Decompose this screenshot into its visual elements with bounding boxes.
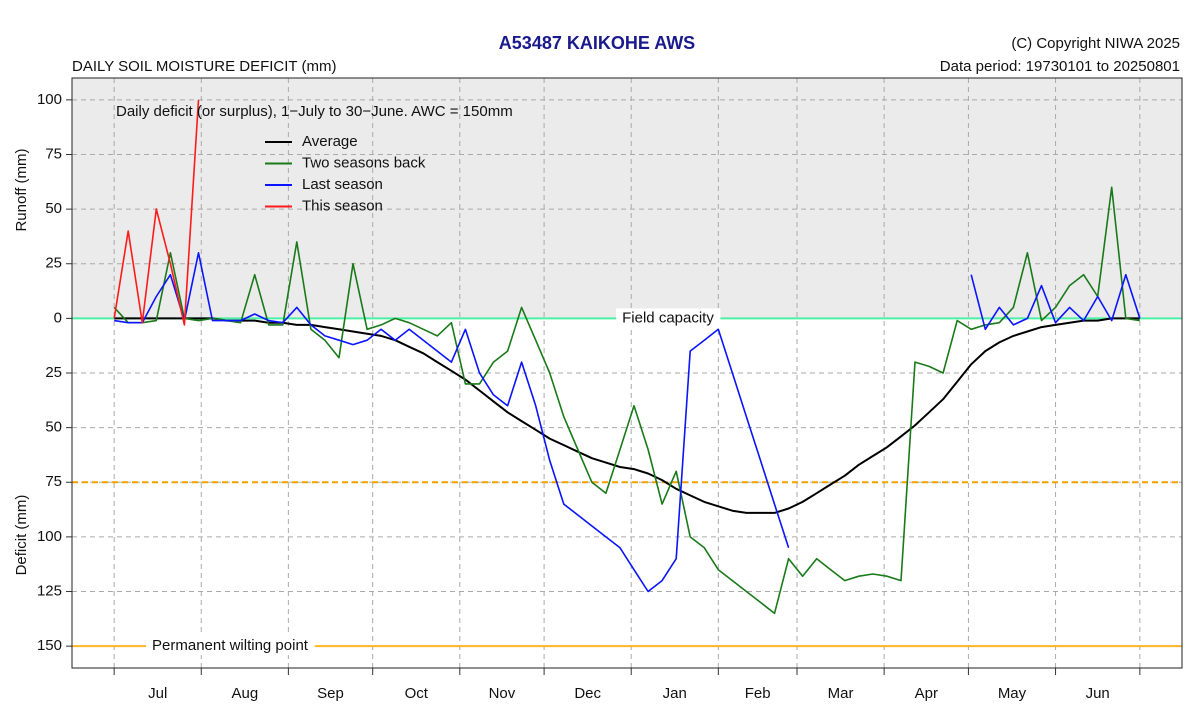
x-tick-label: May [998, 685, 1027, 702]
legend-label: Two seasons back [302, 154, 426, 171]
y-tick-label: 150 [37, 637, 62, 654]
plot-frame [71, 77, 1183, 669]
y-axis-label: Deficit (mm) [13, 495, 30, 576]
label-background [616, 308, 721, 328]
x-tick-label: Jan [663, 685, 687, 702]
x-tick-label: Sep [317, 685, 344, 702]
y-tick-label: 50 [45, 200, 62, 217]
y-tick-label: 100 [37, 528, 62, 545]
x-tick-label: Jun [1086, 685, 1110, 702]
chart-title: A53487 KAIKOHE AWS [499, 33, 695, 53]
y-tick-label: 25 [45, 255, 62, 272]
series-line [113, 99, 200, 326]
x-tick-label: Apr [915, 685, 938, 702]
legend-title: Daily deficit (or surplus), 1−July to 30… [116, 103, 513, 120]
y-tick-label: 0 [54, 309, 62, 326]
y-tick-label: 125 [37, 582, 62, 599]
y-tick-label: 25 [45, 364, 62, 381]
surplus-area [72, 78, 1182, 319]
chart-subtitle: DAILY SOIL MOISTURE DEFICIT (mm) [72, 58, 336, 75]
x-tick-label: Feb [745, 685, 771, 702]
y-tick-label: 75 [45, 473, 62, 490]
legend-label: Last season [302, 176, 383, 193]
legend-label: Average [302, 133, 358, 150]
reference-label: Permanent wilting point [152, 637, 309, 654]
x-tick-label: Dec [574, 685, 601, 702]
reference-label: Field capacity [622, 309, 714, 326]
x-tick-label: Jul [148, 685, 167, 702]
series-line [114, 317, 1140, 514]
y-tick-label: 75 [45, 145, 62, 162]
series-line [114, 252, 1141, 593]
y-axis-label: Runoff (mm) [13, 148, 30, 231]
y-tick-label: 50 [45, 419, 62, 436]
x-tick-label: Mar [828, 685, 854, 702]
copyright: (C) Copyright NIWA 2025 [1011, 35, 1180, 52]
x-tick-label: Nov [489, 685, 516, 702]
legend-label: This season [302, 197, 383, 214]
x-tick-label: Oct [405, 685, 429, 702]
label-background [146, 636, 315, 656]
series-line [113, 186, 1140, 615]
x-tick-label: Aug [231, 685, 258, 702]
data-period: Data period: 19730101 to 20250801 [940, 58, 1180, 75]
y-tick-label: 100 [37, 91, 62, 108]
